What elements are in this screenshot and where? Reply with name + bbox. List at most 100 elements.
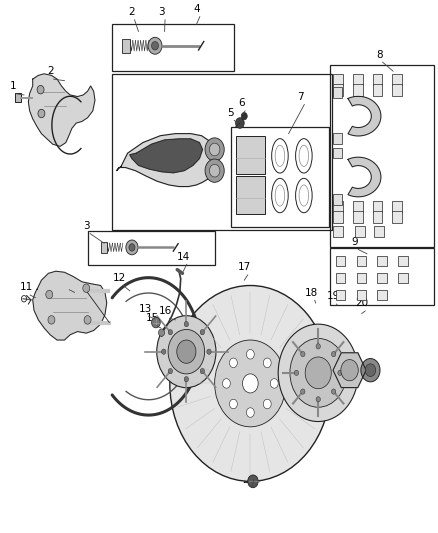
Circle shape: [46, 290, 53, 298]
Bar: [336, 273, 345, 284]
Polygon shape: [33, 271, 107, 340]
Polygon shape: [348, 157, 381, 197]
Text: 11: 11: [20, 282, 33, 293]
Circle shape: [365, 364, 376, 376]
Circle shape: [168, 329, 173, 335]
Bar: [353, 74, 363, 85]
Bar: [336, 256, 345, 266]
Bar: [333, 212, 343, 223]
Bar: [392, 84, 402, 96]
Text: 20: 20: [355, 298, 368, 308]
Circle shape: [129, 244, 135, 251]
Text: 7: 7: [297, 92, 304, 102]
Bar: [330, 248, 434, 305]
Bar: [333, 87, 342, 98]
Circle shape: [170, 286, 331, 481]
Text: 8: 8: [376, 50, 382, 60]
Bar: [333, 201, 343, 213]
Text: 1: 1: [10, 81, 17, 91]
Bar: [398, 256, 408, 266]
Bar: [333, 194, 342, 205]
Circle shape: [38, 109, 45, 118]
Bar: [378, 290, 387, 300]
Circle shape: [332, 389, 336, 394]
Text: 16: 16: [159, 306, 173, 316]
Text: 3: 3: [158, 7, 165, 17]
Circle shape: [263, 399, 271, 409]
Text: 4: 4: [193, 4, 200, 14]
Text: 21: 21: [242, 475, 255, 485]
Circle shape: [48, 316, 55, 324]
Circle shape: [223, 378, 230, 388]
Circle shape: [207, 349, 211, 354]
Circle shape: [200, 329, 205, 335]
Bar: [353, 84, 363, 96]
Text: 2: 2: [128, 7, 134, 17]
Bar: [392, 201, 402, 213]
Text: 18: 18: [305, 288, 318, 298]
Bar: [355, 225, 365, 237]
Text: 17: 17: [238, 262, 251, 272]
Bar: [101, 242, 107, 253]
Circle shape: [332, 351, 336, 357]
Bar: [333, 74, 343, 85]
Bar: [398, 273, 408, 284]
Text: 6: 6: [238, 98, 245, 108]
Bar: [336, 290, 345, 300]
Circle shape: [341, 360, 358, 381]
Bar: [113, 74, 332, 230]
Circle shape: [200, 368, 205, 374]
Circle shape: [162, 349, 166, 354]
Circle shape: [243, 374, 258, 393]
Bar: [15, 93, 21, 102]
Bar: [373, 212, 382, 223]
Circle shape: [278, 324, 358, 422]
Text: 5: 5: [227, 108, 234, 118]
Bar: [237, 176, 265, 214]
Circle shape: [300, 351, 305, 357]
Bar: [333, 133, 342, 144]
Bar: [330, 65, 434, 247]
Circle shape: [177, 340, 196, 364]
Bar: [122, 39, 130, 53]
Circle shape: [305, 357, 331, 389]
Circle shape: [209, 143, 220, 156]
Circle shape: [263, 358, 271, 368]
Circle shape: [126, 240, 138, 255]
Circle shape: [148, 37, 162, 54]
Circle shape: [241, 112, 247, 120]
Bar: [378, 256, 387, 266]
Circle shape: [300, 389, 305, 394]
Bar: [113, 23, 234, 71]
Circle shape: [168, 368, 173, 374]
Circle shape: [37, 85, 44, 94]
Circle shape: [361, 359, 380, 382]
Bar: [392, 74, 402, 85]
Circle shape: [338, 370, 342, 375]
Text: 9: 9: [351, 237, 358, 247]
Text: 15: 15: [146, 313, 159, 323]
Circle shape: [294, 370, 299, 375]
Circle shape: [316, 397, 321, 402]
Circle shape: [236, 118, 244, 128]
Circle shape: [84, 316, 91, 324]
Circle shape: [247, 350, 254, 359]
Text: 3: 3: [83, 221, 90, 231]
Bar: [374, 225, 384, 237]
Circle shape: [215, 340, 286, 427]
Bar: [88, 231, 215, 265]
Bar: [373, 74, 382, 85]
Polygon shape: [28, 74, 95, 147]
Circle shape: [83, 284, 90, 293]
Bar: [373, 84, 382, 96]
Circle shape: [157, 316, 216, 387]
Circle shape: [152, 42, 159, 50]
Bar: [357, 256, 366, 266]
Circle shape: [152, 317, 160, 328]
Bar: [333, 148, 342, 158]
Text: 13: 13: [138, 304, 152, 313]
Circle shape: [184, 321, 188, 327]
Bar: [237, 136, 265, 174]
Circle shape: [290, 338, 346, 407]
Bar: [333, 225, 343, 237]
